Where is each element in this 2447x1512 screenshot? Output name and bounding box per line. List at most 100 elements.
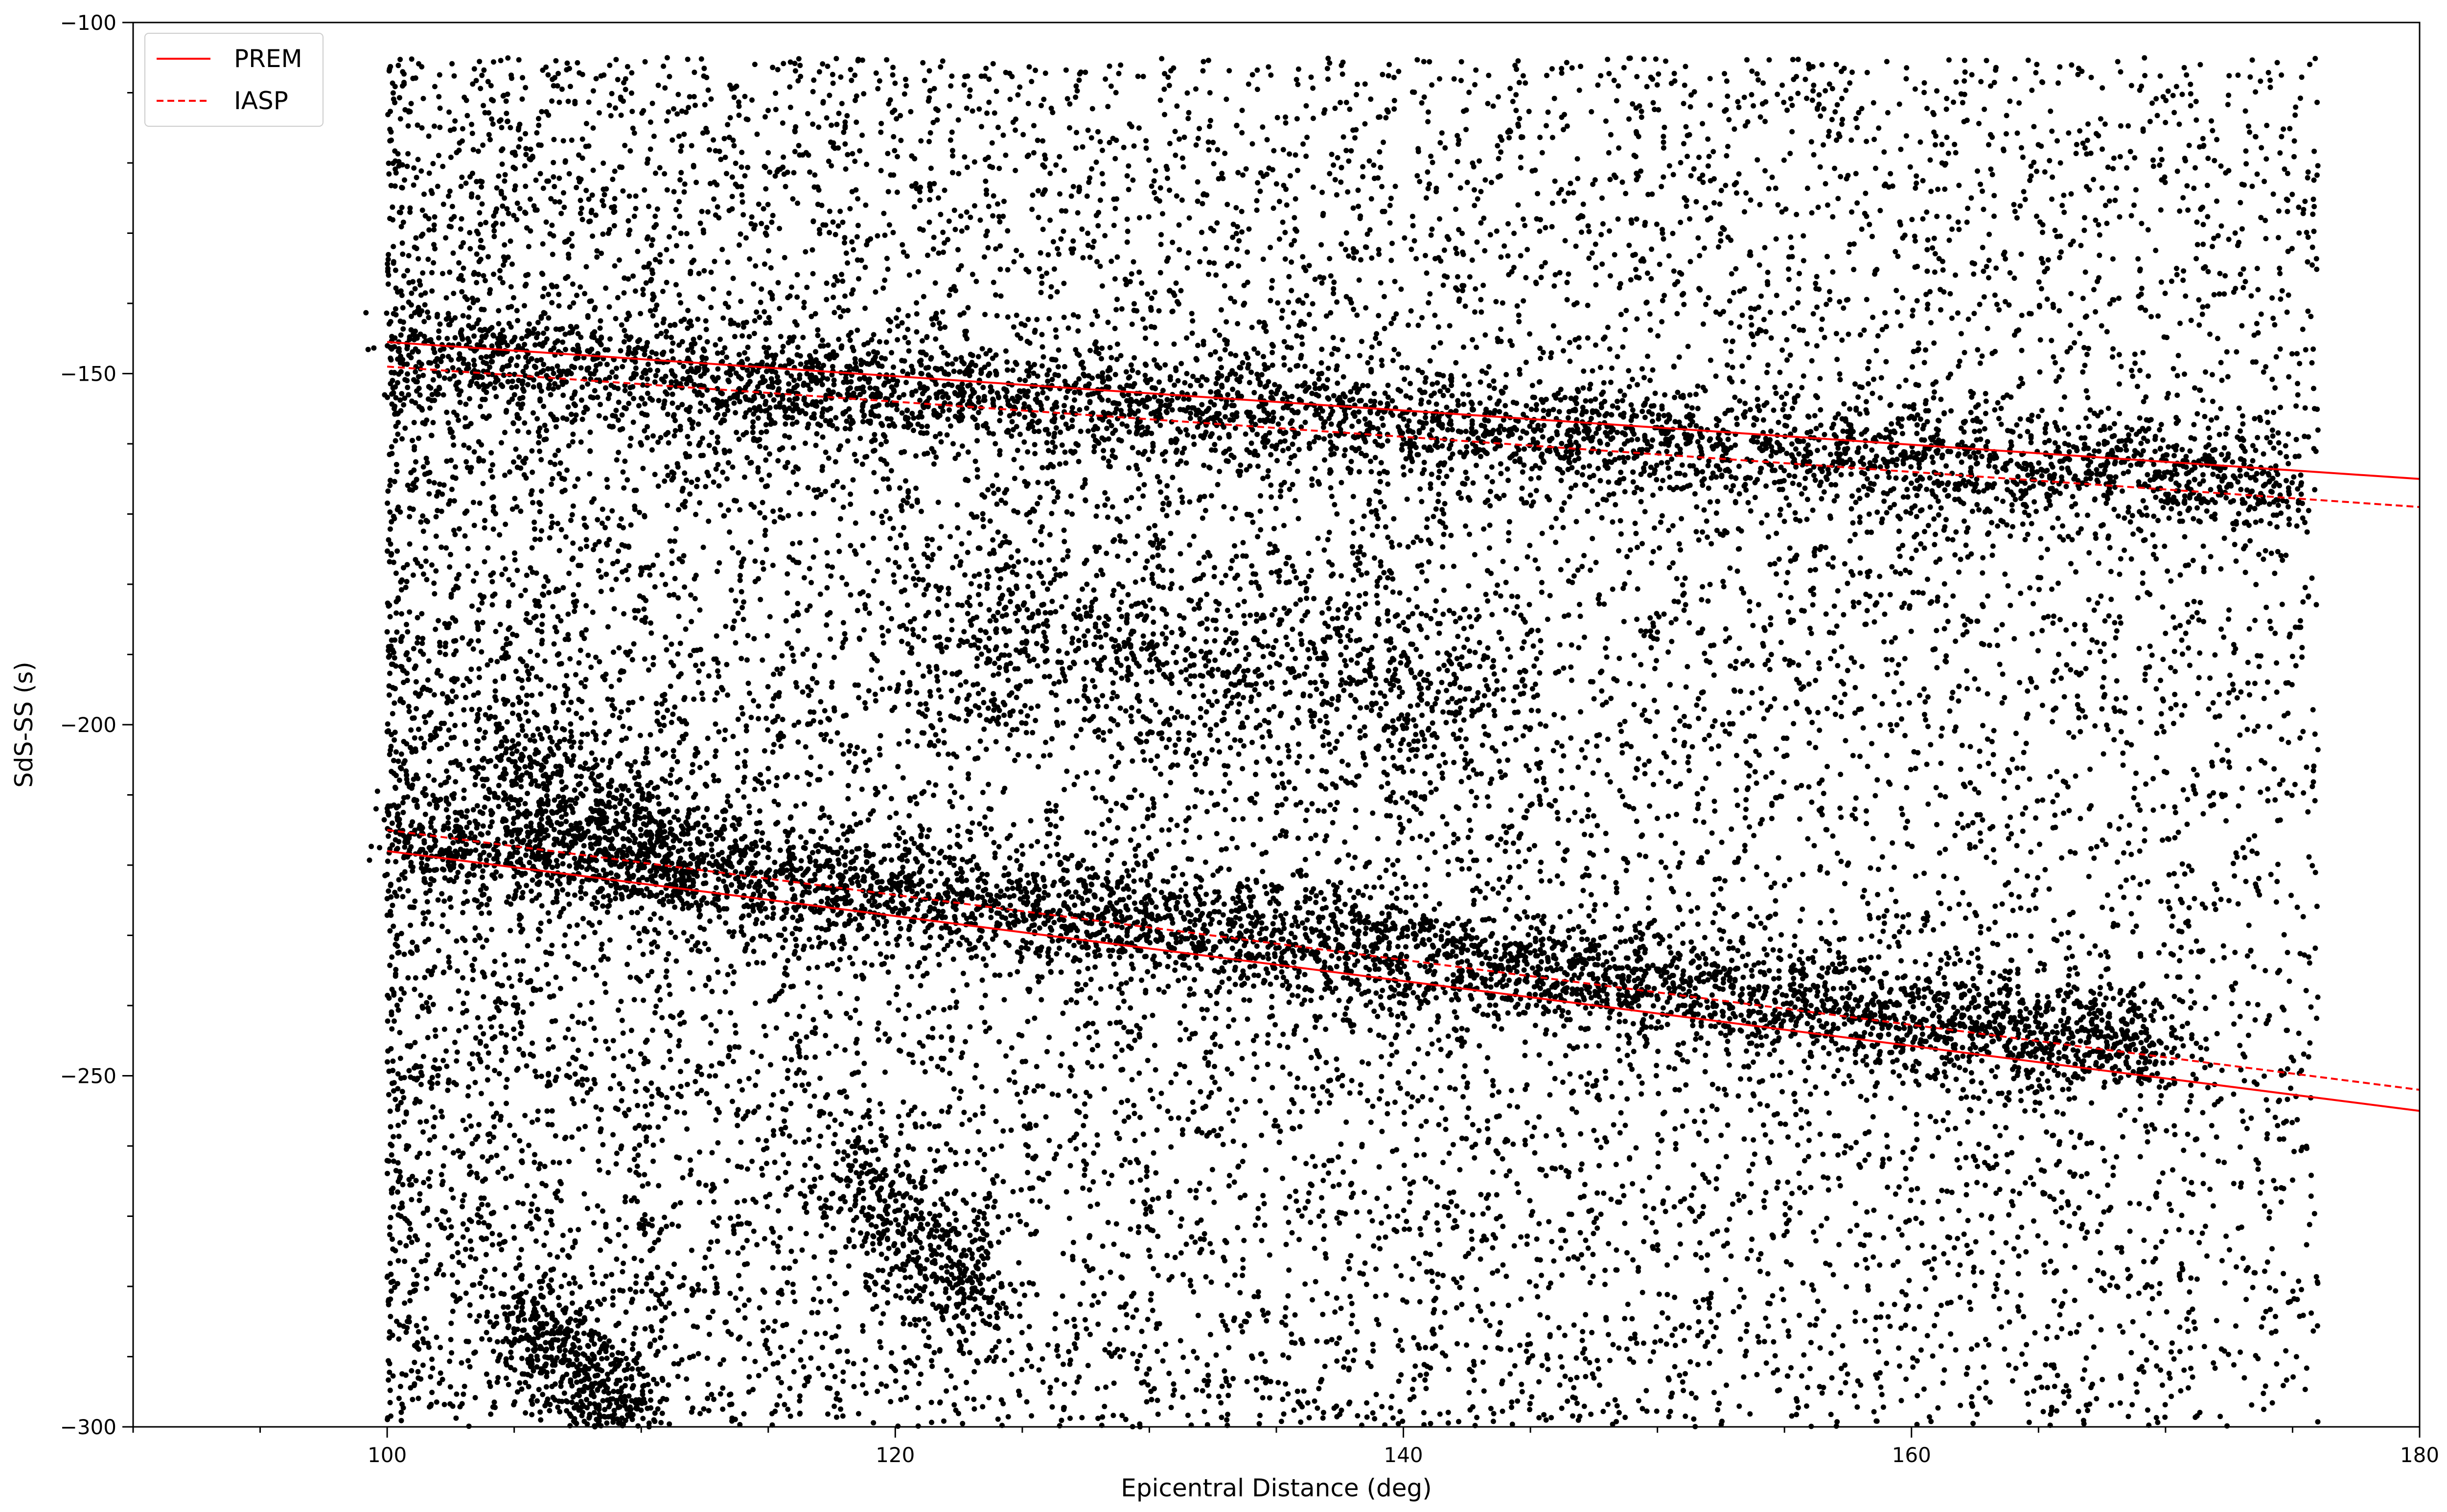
scatter-point (636, 931, 642, 937)
scatter-point (1908, 767, 1914, 773)
scatter-point (982, 1151, 987, 1157)
scatter-point (1814, 274, 1820, 279)
scatter-point (1557, 1382, 1563, 1388)
scatter-point (526, 1143, 531, 1148)
scatter-point (1407, 818, 1412, 824)
scatter-point (561, 190, 566, 196)
scatter-point (393, 461, 399, 467)
scatter-point (793, 943, 799, 949)
scatter-point (478, 244, 484, 250)
scatter-point (1700, 1297, 1706, 1303)
scatter-point (771, 742, 777, 748)
scatter-point (1808, 1185, 1814, 1191)
scatter-point (658, 1335, 663, 1341)
scatter-point (826, 159, 831, 164)
scatter-point (1670, 172, 1676, 178)
scatter-point (980, 1404, 986, 1410)
scatter-point (1751, 1059, 1756, 1065)
scatter-point (2208, 554, 2214, 560)
scatter-point (1447, 652, 1453, 658)
scatter-point (1725, 93, 1731, 99)
scatter-point (990, 483, 995, 489)
scatter-point (640, 951, 646, 957)
scatter-point (2104, 722, 2110, 728)
scatter-point (2082, 363, 2088, 368)
scatter-point (986, 155, 991, 160)
scatter-point (751, 281, 757, 287)
scatter-point (1059, 816, 1064, 821)
scatter-point (631, 1256, 637, 1261)
scatter-point (1813, 745, 1819, 751)
scatter-point (791, 658, 797, 664)
scatter-point (1823, 181, 1828, 186)
scatter-point (1396, 351, 1402, 357)
scatter-point (711, 1199, 717, 1205)
scatter-point (1168, 530, 1174, 536)
scatter-point (854, 93, 859, 99)
scatter-point (1852, 381, 1858, 387)
scatter-point (1091, 433, 1096, 439)
scatter-point (937, 717, 943, 723)
scatter-point (1723, 484, 1729, 490)
scatter-point (1063, 1000, 1069, 1006)
scatter-point (1091, 641, 1097, 647)
scatter-point (994, 1315, 1000, 1320)
scatter-point (1382, 325, 1387, 331)
scatter-point (1388, 257, 1394, 263)
scatter-point (1956, 1208, 1962, 1214)
scatter-point (394, 933, 400, 939)
scatter-point (482, 559, 487, 565)
scatter-point (725, 1249, 731, 1255)
scatter-point (2108, 1402, 2114, 1408)
scatter-point (1681, 101, 1686, 107)
scatter-point (442, 651, 448, 657)
scatter-point (1274, 458, 1280, 463)
scatter-point (1535, 566, 1541, 572)
scatter-point (588, 1016, 594, 1022)
scatter-point (829, 1335, 835, 1340)
scatter-point (724, 662, 730, 667)
scatter-point (1239, 1055, 1245, 1061)
scatter-point (1224, 1066, 1230, 1072)
scatter-point (2103, 842, 2109, 848)
scatter-point (2003, 131, 2009, 137)
scatter-point (1231, 817, 1237, 823)
scatter-point (1535, 1294, 1541, 1300)
scatter-point (1708, 357, 1713, 363)
scatter-point (2256, 551, 2262, 557)
scatter-point (2285, 1300, 2291, 1306)
scatter-point (1045, 1342, 1051, 1348)
scatter-point (1434, 380, 1440, 386)
scatter-point (2311, 204, 2317, 209)
scatter-point (1922, 711, 1927, 717)
scatter-point (1356, 1233, 1362, 1239)
scatter-point (1901, 600, 1907, 606)
scatter-point (392, 973, 398, 979)
scatter-point (1377, 341, 1383, 346)
scatter-point (706, 442, 712, 448)
scatter-point (1140, 749, 1146, 755)
scatter-point (2267, 1209, 2273, 1214)
scatter-point (1074, 988, 1080, 994)
scatter-point (1477, 1256, 1483, 1262)
scatter-point (1447, 682, 1453, 687)
scatter-point (386, 1092, 392, 1098)
scatter-point (1576, 87, 1582, 93)
scatter-point (1317, 1100, 1323, 1106)
scatter-point (2093, 535, 2099, 541)
scatter-point (1619, 750, 1625, 756)
scatter-point (992, 850, 998, 856)
scatter-point (993, 1310, 999, 1316)
scatter-point (795, 78, 801, 84)
scatter-point (445, 420, 451, 426)
scatter-point (1291, 1407, 1297, 1413)
scatter-point (1363, 1003, 1369, 1008)
scatter-point (2200, 1181, 2206, 1187)
scatter-point (889, 1350, 895, 1356)
scatter-point (2095, 278, 2100, 284)
scatter-point (702, 102, 708, 108)
scatter-point (1940, 1118, 1946, 1123)
scatter-point (1733, 475, 1738, 481)
scatter-point (762, 1236, 767, 1241)
scatter-point (2210, 1203, 2216, 1209)
